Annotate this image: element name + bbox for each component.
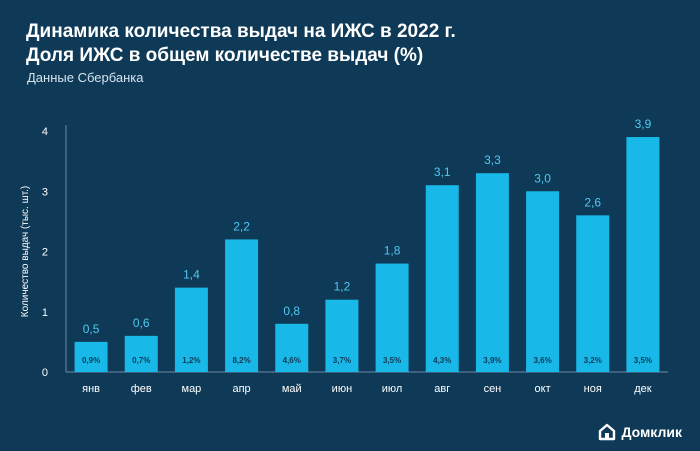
bar — [475, 173, 509, 372]
bar-value-label: 0,5 — [83, 322, 100, 336]
chart-title-line-2: Доля ИЖС в общем количестве выдач (%) — [26, 45, 424, 66]
bar-value-label: 2,2 — [233, 219, 250, 233]
bar-value-label: 1,8 — [384, 244, 401, 258]
bar-value-label: 3,9 — [635, 117, 652, 131]
bar — [174, 287, 208, 372]
x-tick-label: янв — [82, 383, 100, 395]
bar — [526, 191, 560, 372]
x-tick-label: сен — [484, 383, 502, 395]
chart-subtitle: Данные Сбербанка — [27, 70, 144, 85]
y-axis-label: Количество выдач (тыс. шт.) — [20, 186, 31, 317]
brand-logo: Домклик — [598, 423, 682, 441]
bar-share-label: 0,9% — [82, 356, 100, 365]
bar-share-label: 1,2% — [182, 356, 200, 365]
x-tick-label: фев — [131, 383, 152, 395]
bar-share-label: 3,7% — [333, 356, 351, 365]
bar-share-label: 3,9% — [483, 356, 501, 365]
bar-share-label: 3,5% — [383, 356, 401, 365]
bar-share-label: 4,6% — [283, 356, 301, 365]
bar-share-label: 0,7% — [132, 356, 150, 365]
y-tick-label: 0 — [42, 367, 48, 379]
x-tick-label: июл — [382, 383, 403, 395]
chart-title: Динамика количества выдач на ИЖС в 2022 … — [26, 20, 626, 68]
y-tick-label: 4 — [42, 126, 48, 138]
chart-title-line-1: Динамика количества выдач на ИЖС в 2022 … — [26, 21, 456, 42]
bar-value-label: 3,0 — [534, 171, 551, 185]
x-tick-label: апр — [232, 383, 250, 395]
bar-value-label: 3,1 — [434, 165, 451, 179]
y-tick-label: 3 — [42, 186, 48, 198]
bar — [74, 341, 108, 372]
bar-value-label: 3,3 — [484, 153, 501, 167]
bar-value-label: 0,8 — [283, 304, 300, 318]
bar — [425, 185, 459, 372]
x-tick-label: мар — [182, 383, 202, 395]
x-tick-label: май — [282, 383, 302, 395]
x-tick-label: июн — [332, 383, 352, 395]
bar — [576, 215, 610, 372]
bar-share-label: 4,3% — [433, 356, 451, 365]
house-logo-icon — [599, 423, 616, 441]
bar-value-label: 0,6 — [133, 316, 150, 330]
y-tick-label: 2 — [42, 247, 48, 259]
y-tick-label: 1 — [42, 307, 48, 319]
bar — [325, 299, 359, 372]
bar — [626, 137, 660, 372]
bar — [225, 239, 259, 372]
x-tick-label: авг — [434, 383, 450, 395]
x-tick-label: окт — [535, 383, 551, 395]
bar-share-label: 3,5% — [634, 356, 652, 365]
bar-value-label: 2,6 — [584, 195, 601, 209]
bar-share-label: 8,2% — [232, 356, 250, 365]
bar-value-label: 1,2 — [334, 280, 351, 294]
bar-share-label: 3,2% — [584, 356, 602, 365]
bar — [124, 335, 158, 372]
bar — [275, 323, 309, 372]
bar-value-label: 1,4 — [183, 268, 200, 282]
x-tick-label: дек — [634, 383, 652, 395]
brand-name: Домклик — [621, 424, 682, 440]
bar-share-label: 3,6% — [533, 356, 551, 365]
x-tick-label: ноя — [584, 383, 602, 395]
bar — [375, 263, 409, 372]
